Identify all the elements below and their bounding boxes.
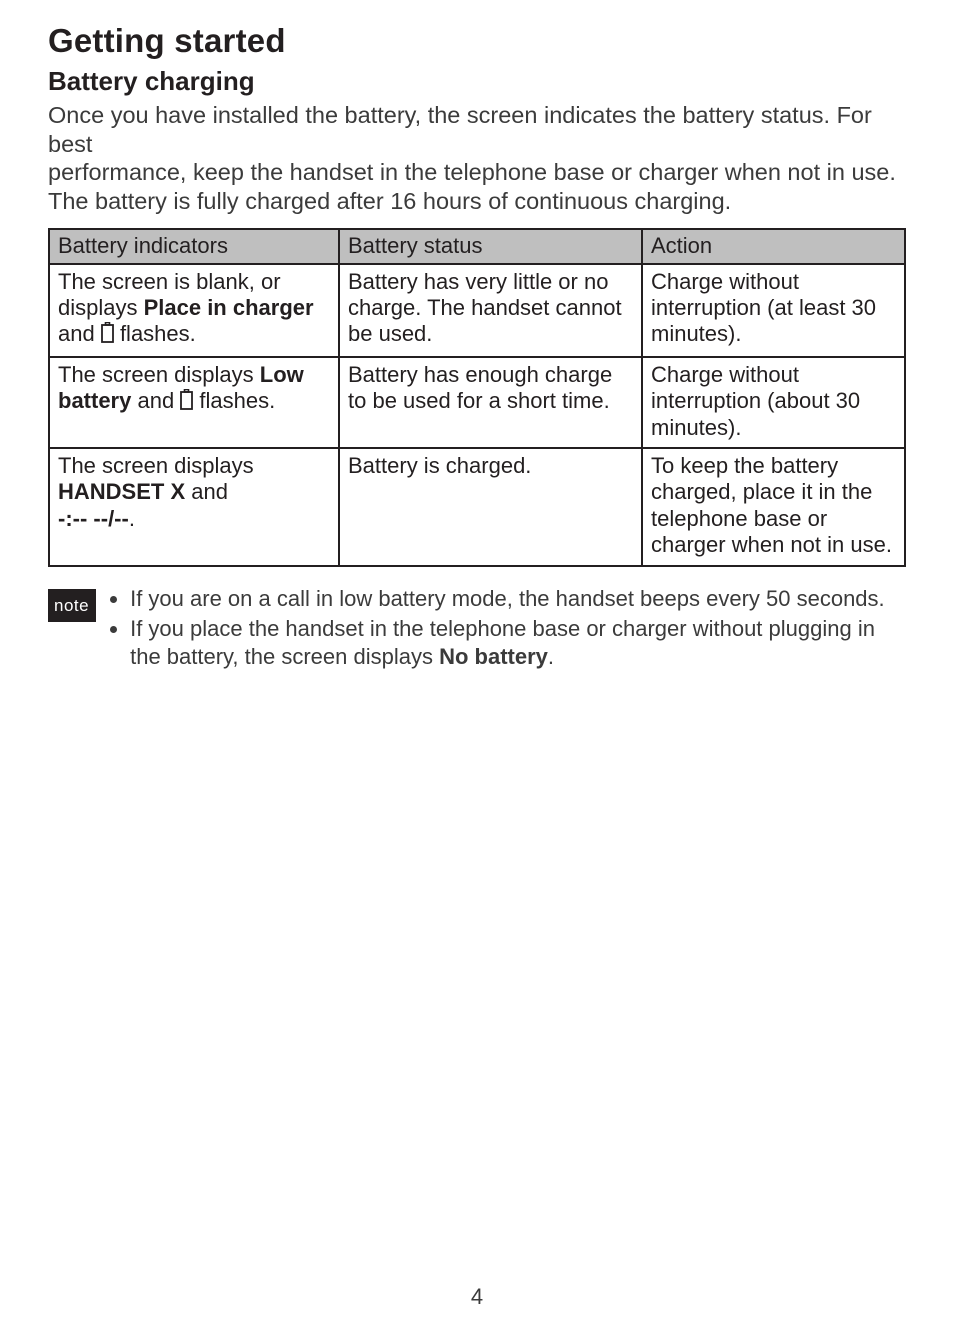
table-row: The screen is blank, or displays Place i… [49,264,905,357]
text-bold: No battery [439,644,548,669]
table-header-row: Battery indicators Battery status Action [49,229,905,264]
text: . [129,506,135,531]
battery-icon [180,389,193,416]
table-row: The screen displays Low battery and flas… [49,357,905,448]
text: and [185,479,228,504]
col-header-status: Battery status [339,229,642,264]
table-row: The screen displays HANDSET X and -:-- -… [49,448,905,566]
intro-line: The battery is fully charged after 16 ho… [48,188,731,214]
cell-status: Battery has enough charge to be used for… [339,357,642,448]
note-block: note If you are on a call in low battery… [48,585,906,673]
text: The screen displays [58,453,254,478]
battery-icon [101,322,114,349]
cell-status: Battery has very little or no charge. Th… [339,264,642,357]
page-title: Getting started [48,22,906,60]
text: flashes. [114,321,196,346]
page-number: 4 [0,1284,954,1310]
col-header-indicators: Battery indicators [49,229,339,264]
battery-status-table: Battery indicators Battery status Action… [48,228,906,567]
cell-indicator: The screen displays Low battery and flas… [49,357,339,448]
section-heading: Battery charging [48,66,906,97]
note-item: If you are on a call in low battery mode… [130,585,906,613]
text: flashes. [193,388,275,413]
page-container: Getting started Battery charging Once yo… [0,0,954,1336]
col-header-action: Action [642,229,905,264]
text: and [58,321,101,346]
note-item: If you place the handset in the telephon… [130,615,906,671]
text-bold: -:-- --/-- [58,506,129,531]
cell-indicator: The screen is blank, or displays Place i… [49,264,339,357]
text: The screen displays [58,362,260,387]
text-bold: HANDSET X [58,479,185,504]
intro-line: performance, keep the handset in the tel… [48,159,896,185]
cell-action: Charge without interruption (at least 30… [642,264,905,357]
cell-action: To keep the battery charged, place it in… [642,448,905,566]
text: and [131,388,180,413]
intro-paragraph: Once you have installed the battery, the… [48,101,906,216]
cell-action: Charge without interruption (about 30 mi… [642,357,905,448]
text: . [548,644,554,669]
cell-status: Battery is charged. [339,448,642,566]
text: If you are on a call in low battery mode… [130,586,885,611]
intro-line: Once you have installed the battery, the… [48,102,872,157]
cell-indicator: The screen displays HANDSET X and -:-- -… [49,448,339,566]
text-bold: Place in charger [144,295,314,320]
note-badge: note [48,589,96,622]
note-list: If you are on a call in low battery mode… [110,585,906,673]
